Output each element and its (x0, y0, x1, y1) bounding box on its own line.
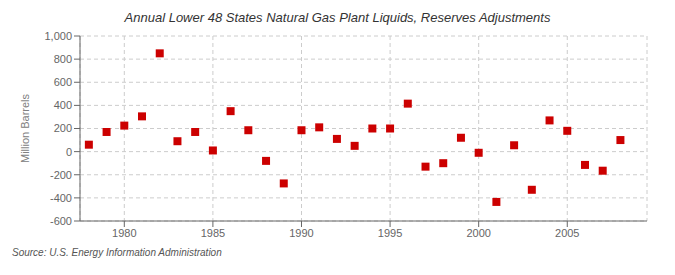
svg-text:400: 400 (54, 99, 72, 111)
svg-text:-200: -200 (50, 169, 72, 181)
html-text:Source: U.S. Energy Informatio: Source: U.S. Energy Information Administ… (12, 247, 222, 258)
svg-text:2000: 2000 (466, 227, 490, 239)
html-text:Annual Lower 48 States Natural: Annual Lower 48 States Natural Gas Plant… (124, 10, 551, 25)
svg-text:2005: 2005 (555, 227, 579, 239)
svg-text:Million Barrels: Million Barrels (19, 93, 31, 163)
svg-text:200: 200 (54, 122, 72, 134)
svg-text:0: 0 (66, 146, 72, 158)
svg-text:800: 800 (54, 53, 72, 65)
svg-text:1980: 1980 (112, 227, 136, 239)
svg-text:1990: 1990 (289, 227, 313, 239)
svg-text:-600: -600 (50, 215, 72, 227)
svg-text:1,000: 1,000 (44, 30, 72, 42)
svg-text:1985: 1985 (201, 227, 225, 239)
svg-text:-400: -400 (50, 192, 72, 204)
svg-text:1995: 1995 (378, 227, 402, 239)
svg-text:600: 600 (54, 76, 72, 88)
